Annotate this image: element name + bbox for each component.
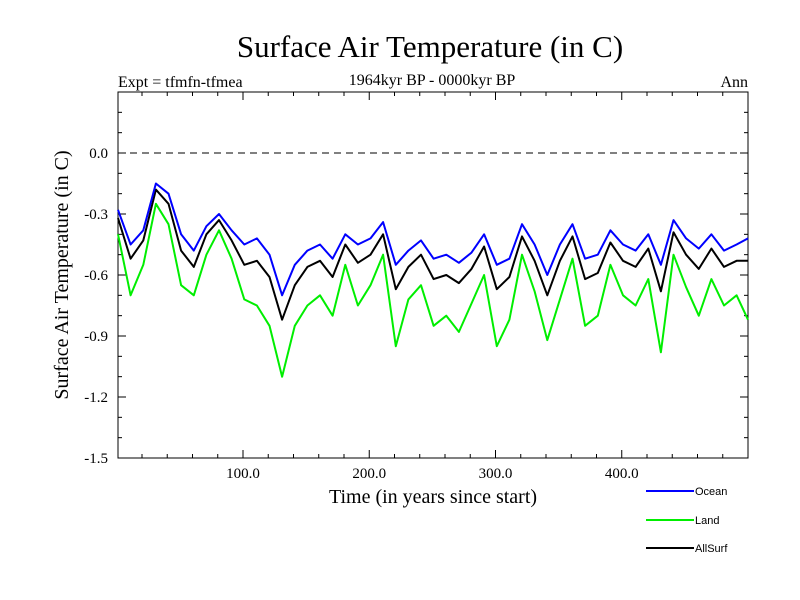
- x-tick-label: 400.0: [605, 466, 639, 482]
- y-axis-label: Surface Air Temperature (in C): [51, 150, 73, 399]
- chart-title: Surface Air Temperature (in C): [237, 29, 623, 64]
- legend-label-allsurf: AllSurf: [695, 543, 728, 555]
- legend-label-land: Land: [695, 515, 719, 527]
- plot-frame: [117, 91, 749, 459]
- series-line-land: [117, 202, 749, 378]
- chart-subtitle: 1964kyr BP - 0000kyr BP: [349, 72, 516, 89]
- x-axis-label: Time (in years since start): [329, 486, 537, 508]
- y-tick-label: -1.2: [84, 390, 108, 406]
- series-line-ocean: [117, 182, 749, 297]
- y-tick-label: -0.9: [84, 329, 108, 345]
- x-axis: 100.0 200.0 300.0 400.0: [141, 92, 724, 482]
- legend-label-ocean: Ocean: [695, 486, 727, 498]
- series-lines: [117, 182, 749, 378]
- x-tick-label: 300.0: [479, 466, 513, 482]
- y-tick-label: 0.0: [89, 146, 108, 162]
- y-tick-label: -1.5: [84, 451, 108, 467]
- series-line-allsurf: [117, 188, 748, 321]
- x-tick-label: 100.0: [226, 466, 260, 482]
- x-tick-label: 200.0: [352, 466, 386, 482]
- experiment-label: Expt = tfmfn-tfmea: [118, 74, 243, 91]
- y-axis: -1.5 -1.2 -0.9 -0.6 -0.3 0.0: [84, 91, 748, 467]
- y-tick-label: -0.3: [84, 207, 108, 223]
- season-label: Ann: [720, 74, 748, 91]
- y-tick-label: -0.6: [84, 268, 108, 284]
- legend: Ocean Land AllSurf: [646, 486, 728, 555]
